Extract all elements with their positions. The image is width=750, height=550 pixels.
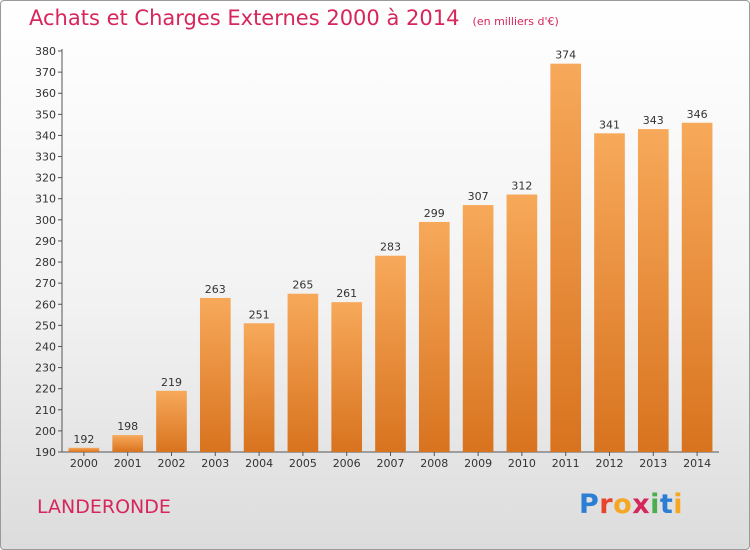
- y-tick-label: 360: [35, 87, 56, 100]
- x-tick-label: 2009: [464, 457, 492, 470]
- x-tick-label: 2000: [70, 457, 98, 470]
- bar-layer: [68, 63, 713, 453]
- x-tick-label: 2005: [289, 457, 317, 470]
- logo-letter: i: [650, 489, 660, 520]
- bar: [243, 323, 275, 452]
- logo-letter: i: [673, 489, 684, 520]
- data-label: 341: [599, 118, 620, 131]
- x-tick-label: 2001: [114, 457, 142, 470]
- logo-letter: P: [579, 489, 600, 520]
- bar: [287, 293, 319, 452]
- data-label: 219: [161, 376, 182, 389]
- y-tick-label: 250: [35, 319, 56, 332]
- proxiti-logo: Proxiti: [579, 489, 683, 520]
- logo-letter: t: [659, 489, 674, 520]
- data-label: 307: [468, 190, 489, 203]
- bar: [331, 302, 363, 452]
- data-label: 192: [73, 433, 94, 446]
- y-tick-label: 280: [35, 256, 56, 269]
- commune-name: LANDERONDE: [37, 496, 171, 518]
- y-tick-label: 270: [35, 277, 56, 290]
- x-tick-label: 2006: [333, 457, 361, 470]
- y-tick-label: 350: [35, 108, 56, 121]
- chart-subtitle: (en milliers d'€): [472, 15, 559, 28]
- data-label: 346: [687, 108, 708, 121]
- bar: [68, 447, 100, 452]
- bar: [637, 129, 669, 452]
- y-tick-label: 290: [35, 235, 56, 248]
- logo-letter: r: [599, 489, 614, 520]
- y-tick-label: 300: [35, 214, 56, 227]
- y-tick-label: 210: [35, 404, 56, 417]
- data-label: 265: [292, 279, 313, 292]
- bar: [156, 390, 187, 452]
- y-tick-label: 190: [35, 446, 56, 459]
- y-tick-label: 340: [35, 129, 56, 142]
- x-tick-label: 2003: [201, 457, 229, 470]
- bar: [462, 205, 494, 452]
- title-block: Achats et Charges Externes 2000 à 2014 (…: [29, 6, 559, 30]
- bar: [550, 63, 582, 453]
- chart-title: Achats et Charges Externes 2000 à 2014: [29, 6, 460, 30]
- y-tick-label: 240: [35, 340, 56, 353]
- label-layer: 2000 192 2001 198 2002 219 2003 263 2004 251 2005 2…: [70, 49, 711, 470]
- data-label: 251: [249, 308, 270, 321]
- x-tick-label: 2010: [508, 457, 536, 470]
- data-label: 312: [511, 180, 532, 193]
- y-tick-label: 310: [35, 193, 56, 206]
- x-tick-label: 2008: [420, 457, 448, 470]
- x-tick-label: 2007: [377, 457, 405, 470]
- x-tick-label: 2004: [245, 457, 273, 470]
- bar: [418, 221, 450, 452]
- y-tick-label: 370: [35, 66, 56, 79]
- y-tick-label: 220: [35, 383, 56, 396]
- axis-layer: 190 200 210 220 230 240 250 260 270 280 290 300 310 3…: [35, 45, 719, 459]
- x-tick-label: 2002: [158, 457, 186, 470]
- y-tick-label: 230: [35, 362, 56, 375]
- bar: [199, 297, 231, 452]
- data-label: 261: [336, 287, 357, 300]
- y-tick-label: 320: [35, 172, 56, 185]
- logo-letter: o: [613, 489, 633, 520]
- y-tick-label: 260: [35, 298, 56, 311]
- bar: [112, 435, 144, 452]
- x-tick-label: 2013: [639, 457, 667, 470]
- data-label: 263: [205, 283, 226, 296]
- data-label: 198: [117, 420, 138, 433]
- bar: [506, 194, 538, 452]
- data-label: 343: [643, 114, 664, 127]
- x-tick-label: 2011: [552, 457, 580, 470]
- logo-letter: x: [632, 489, 651, 520]
- data-label: 283: [380, 241, 401, 254]
- bar: [681, 122, 713, 452]
- y-tick-label: 380: [35, 45, 56, 58]
- y-tick-label: 200: [35, 425, 56, 438]
- x-tick-label: 2014: [683, 457, 711, 470]
- data-label: 374: [555, 49, 576, 62]
- y-tick-label: 330: [35, 151, 56, 164]
- bar: [375, 255, 406, 452]
- bar: [594, 133, 625, 452]
- data-label: 299: [424, 207, 445, 220]
- x-tick-label: 2012: [596, 457, 624, 470]
